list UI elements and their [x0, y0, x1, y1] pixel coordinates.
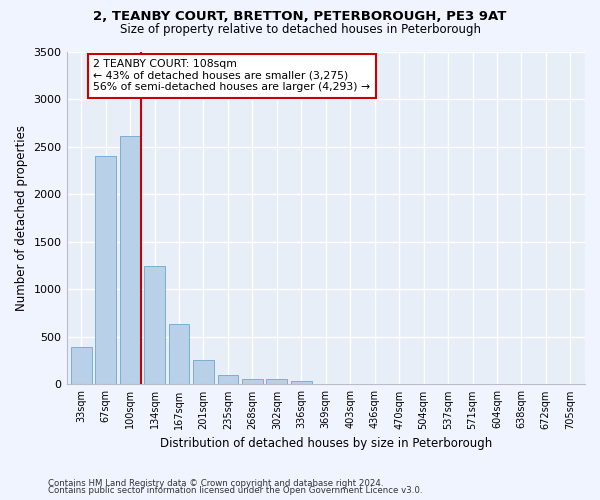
- Bar: [218, 376, 238, 384]
- Bar: [291, 380, 312, 384]
- Bar: [71, 348, 92, 385]
- Bar: [193, 360, 214, 384]
- Bar: [266, 378, 287, 384]
- Bar: [242, 378, 263, 384]
- Bar: [169, 324, 190, 384]
- Bar: [120, 136, 140, 384]
- Bar: [95, 156, 116, 384]
- Text: 2 TEANBY COURT: 108sqm
← 43% of detached houses are smaller (3,275)
56% of semi-: 2 TEANBY COURT: 108sqm ← 43% of detached…: [94, 59, 371, 92]
- Text: 2, TEANBY COURT, BRETTON, PETERBOROUGH, PE3 9AT: 2, TEANBY COURT, BRETTON, PETERBOROUGH, …: [94, 10, 506, 23]
- Text: Contains public sector information licensed under the Open Government Licence v3: Contains public sector information licen…: [48, 486, 422, 495]
- X-axis label: Distribution of detached houses by size in Peterborough: Distribution of detached houses by size …: [160, 437, 492, 450]
- Bar: [144, 266, 165, 384]
- Text: Contains HM Land Registry data © Crown copyright and database right 2024.: Contains HM Land Registry data © Crown c…: [48, 478, 383, 488]
- Text: Size of property relative to detached houses in Peterborough: Size of property relative to detached ho…: [119, 22, 481, 36]
- Y-axis label: Number of detached properties: Number of detached properties: [15, 125, 28, 311]
